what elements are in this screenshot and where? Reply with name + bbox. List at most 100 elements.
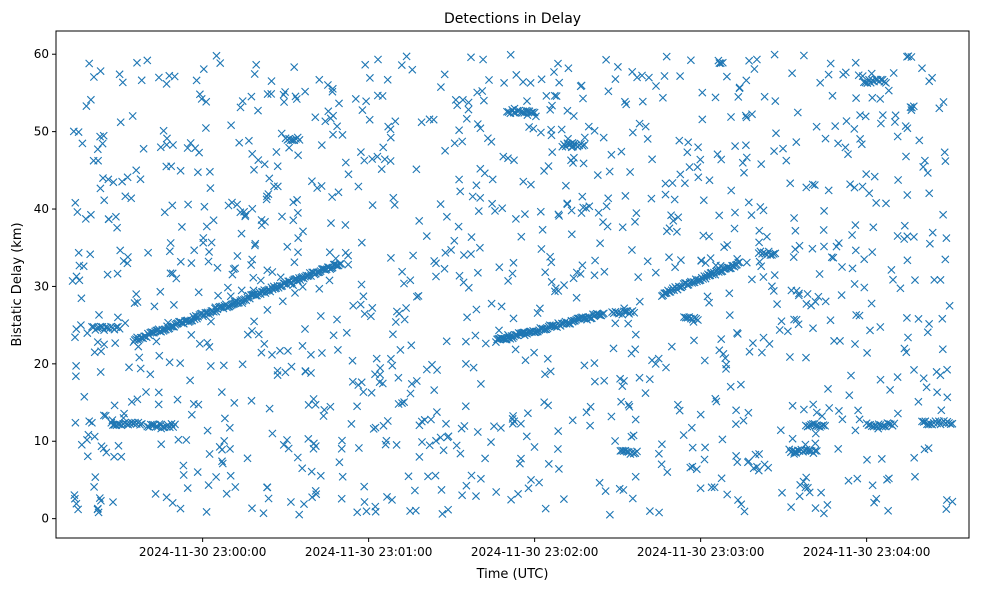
data-point <box>93 145 102 154</box>
data-point <box>360 156 369 165</box>
data-point <box>613 62 622 71</box>
data-point <box>256 276 265 285</box>
data-point <box>909 232 918 241</box>
data-point <box>123 253 132 261</box>
data-point <box>662 52 671 61</box>
data-point <box>267 77 276 86</box>
data-point <box>743 458 752 467</box>
data-point <box>425 441 434 450</box>
data-point <box>717 335 726 344</box>
data-point <box>855 415 864 424</box>
data-point <box>948 419 957 428</box>
data-point <box>187 259 196 268</box>
data-point <box>537 245 546 253</box>
data-point <box>304 434 313 443</box>
data-point <box>914 397 923 406</box>
data-point <box>923 328 932 337</box>
data-point <box>748 110 756 119</box>
data-point <box>641 389 650 398</box>
data-point <box>475 243 484 252</box>
data-point <box>366 312 375 321</box>
data-point <box>863 455 871 464</box>
data-point <box>436 433 445 442</box>
data-point <box>461 402 470 411</box>
data-point <box>155 351 164 360</box>
data-point <box>632 209 641 218</box>
data-point <box>357 378 366 387</box>
data-point <box>289 198 298 207</box>
data-point <box>851 340 859 348</box>
data-point <box>257 348 266 357</box>
data-point <box>381 440 390 449</box>
data-point <box>456 187 465 196</box>
data-point <box>440 70 449 79</box>
data-point <box>811 504 820 513</box>
data-point <box>530 108 539 117</box>
data-point <box>71 198 80 207</box>
data-point <box>84 430 93 439</box>
data-point <box>829 253 838 262</box>
data-point <box>91 473 100 482</box>
data-point <box>205 450 214 458</box>
data-point <box>383 417 392 425</box>
data-point <box>227 121 236 130</box>
data-point <box>739 416 748 425</box>
data-point <box>627 349 636 358</box>
data-point <box>740 168 748 177</box>
data-point <box>400 315 409 324</box>
data-point <box>404 472 413 481</box>
data-point <box>848 264 857 273</box>
data-point <box>810 181 819 190</box>
data-point <box>786 179 795 188</box>
data-point <box>842 117 851 126</box>
data-point <box>715 59 724 68</box>
data-point <box>283 436 291 444</box>
data-point <box>183 484 192 493</box>
data-point <box>479 55 488 64</box>
data-point <box>710 483 719 492</box>
data-point <box>291 92 300 101</box>
data-point <box>824 70 833 79</box>
data-point <box>265 404 274 413</box>
data-point <box>736 380 745 389</box>
data-point <box>378 92 387 100</box>
data-point <box>688 443 697 452</box>
data-point <box>782 156 791 165</box>
data-point <box>580 133 589 142</box>
data-point <box>487 438 495 447</box>
data-point <box>569 316 578 325</box>
data-point <box>511 345 520 354</box>
data-point <box>133 58 141 67</box>
data-point <box>479 96 488 105</box>
data-point <box>250 70 259 78</box>
data-point <box>338 436 346 445</box>
data-point <box>136 175 145 184</box>
data-point <box>599 218 607 227</box>
data-point <box>619 486 628 494</box>
data-point <box>651 268 660 277</box>
data-point <box>317 141 326 150</box>
data-point <box>87 418 96 427</box>
data-point <box>292 95 301 103</box>
data-point <box>193 168 202 177</box>
data-point <box>568 416 577 425</box>
data-point <box>388 330 397 339</box>
data-point <box>400 279 408 288</box>
data-point <box>283 242 292 251</box>
data-point <box>924 420 933 429</box>
data-point <box>347 419 356 428</box>
data-point <box>853 474 862 483</box>
data-point <box>365 115 374 124</box>
data-point <box>933 388 942 397</box>
data-point <box>554 59 562 68</box>
data-point <box>523 409 532 418</box>
data-point <box>327 219 335 228</box>
data-point <box>629 431 638 440</box>
data-point <box>527 108 536 117</box>
data-point <box>789 253 798 262</box>
data-point <box>368 201 377 210</box>
data-point <box>194 288 203 297</box>
data-point <box>458 137 467 146</box>
data-point <box>333 122 342 131</box>
data-point <box>313 184 322 192</box>
